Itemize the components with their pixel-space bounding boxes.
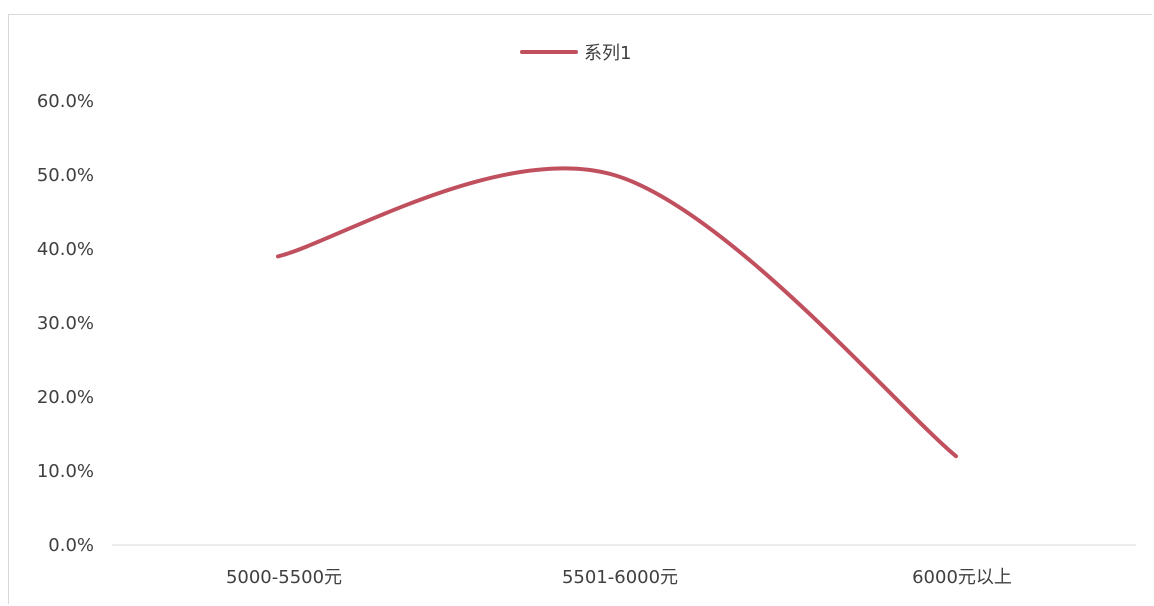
legend-label: 系列1 <box>584 43 631 64</box>
legend: 系列1 <box>520 43 631 64</box>
plot-area <box>276 166 958 459</box>
y-tick-label: 30.0% <box>37 313 94 334</box>
y-tick-label: 0.0% <box>48 535 94 556</box>
y-tick-label: 10.0% <box>37 461 94 482</box>
y-tick-label: 50.0% <box>37 165 94 186</box>
y-tick-label: 40.0% <box>37 239 94 260</box>
y-axis: 0.0% 10.0% 20.0% 30.0% 40.0% 50.0% 60.0% <box>37 91 94 556</box>
x-tick-label: 6000元以上 <box>912 567 1012 588</box>
x-tick-label: 5501-6000元 <box>562 567 678 588</box>
series-line <box>276 166 958 459</box>
y-tick-label: 60.0% <box>37 91 94 112</box>
x-axis: 5000-5500元 5501-6000元 6000元以上 <box>226 567 1012 588</box>
y-tick-label: 20.0% <box>37 387 94 408</box>
chart-frame <box>8 14 1152 604</box>
x-tick-label: 5000-5500元 <box>226 567 342 588</box>
